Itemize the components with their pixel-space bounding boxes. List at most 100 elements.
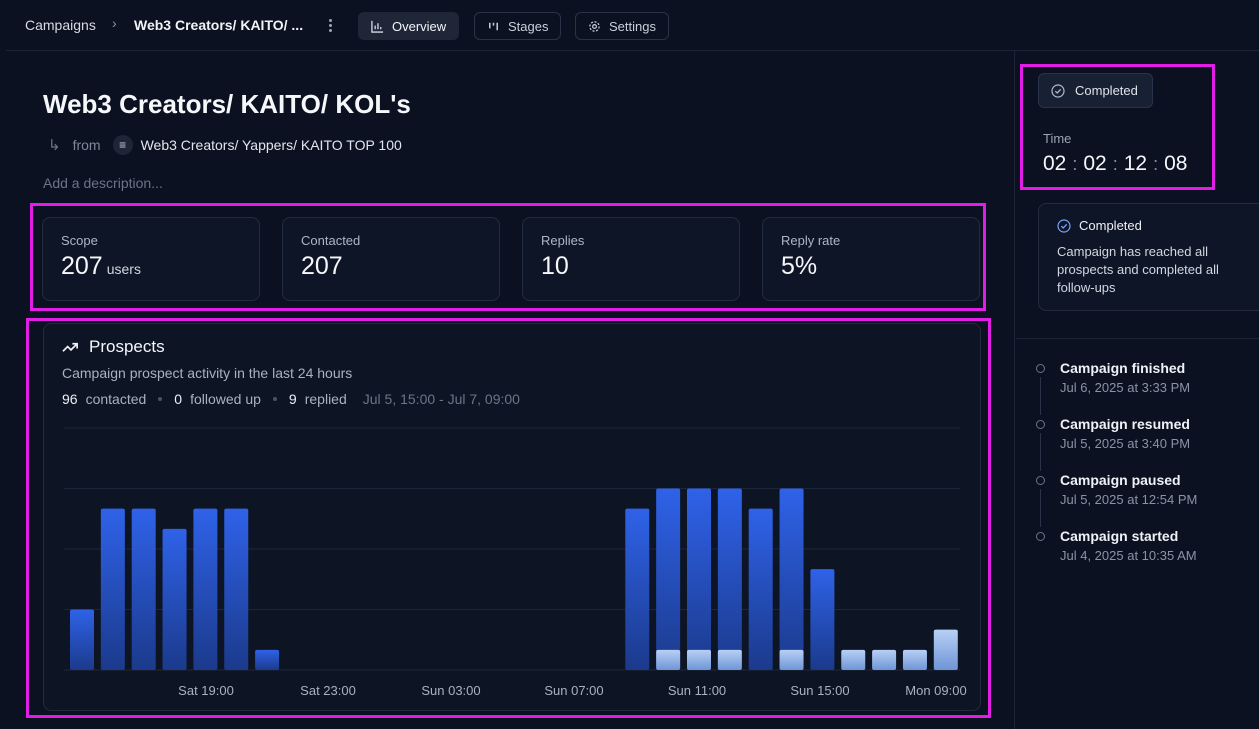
tab-overview-label: Overview [392,18,447,34]
prospects-chart: Sat 19:00 Sat 23:00 Sun 03:00 Sun 07:00 Sun … [64,427,967,698]
from-label: from [72,137,101,153]
stat-value: 207 users [61,252,241,281]
tab-overview[interactable]: Overview [358,12,460,40]
timeline-item: Campaign finished Jul 6, 2025 at 3:33 PM [1036,360,1197,416]
timeline-connector [1040,377,1041,415]
x-tick-label: Sun 07:00 [544,683,603,698]
bar-contacted[interactable] [779,488,804,671]
followed-label: followed up [190,391,261,407]
date-range: Jul 5, 15:00 - Jul 7, 09:00 [362,391,520,407]
more-options-icon[interactable] [324,15,336,35]
bar-contacted[interactable] [162,528,187,670]
return-arrow-icon: ↳ [48,137,61,154]
prospects-header: Prospects [62,337,165,357]
activity-timeline: Campaign finished Jul 6, 2025 at 3:33 PM… [1036,360,1197,584]
timeline-connector [1040,489,1041,527]
bar-contacted[interactable] [193,508,218,670]
bar-contacted[interactable] [717,488,742,671]
timeline-item: Campaign started Jul 4, 2025 at 10:35 AM [1036,528,1197,584]
timeline-time: Jul 5, 2025 at 12:54 PM [1060,492,1198,507]
timeline-dot-icon [1036,420,1045,429]
timeline-item: Campaign resumed Jul 5, 2025 at 3:40 PM [1036,416,1197,472]
bar-replied[interactable] [779,649,804,670]
top-bar: Campaigns › Web3 Creators/ KAITO/ ... Ov… [6,0,1259,51]
stat-unit: users [106,261,141,277]
timeline-title: Campaign finished [1060,360,1186,376]
source-row: ↳ from ≡ Web3 Creators/ Yappers/ KAITO T… [48,135,402,155]
timeline-title: Campaign started [1060,528,1179,544]
contacted-label: contacted [85,391,147,407]
tab-stages[interactable]: Stages [474,12,562,40]
timer-days: 02 [1043,152,1067,175]
bar-contacted[interactable] [70,609,94,671]
timeline-time: Jul 4, 2025 at 10:35 AM [1060,548,1197,563]
separator-dot [272,397,277,401]
stats-row: Scope 207 users Contacted 207 Replies 10 … [42,217,980,301]
bar-contacted[interactable] [255,649,280,670]
status-badge-label: Completed [1075,83,1138,98]
prospects-card: Prospects Campaign prospect activity in … [43,323,981,711]
bar-contacted[interactable] [656,488,681,671]
stat-label: Replies [541,233,585,248]
bar-replied[interactable] [717,649,742,670]
bar-chart-icon [371,20,384,33]
timeline-dot-icon [1036,476,1045,485]
bar-contacted[interactable] [100,508,125,670]
stat-card-reply-rate: Reply rate 5% [762,217,980,301]
breadcrumb-current[interactable]: Web3 Creators/ KAITO/ ... [134,17,304,33]
campaign-title[interactable]: Web3 Creators/ KAITO/ KOL's [43,89,411,119]
source-list-link[interactable]: Web3 Creators/ Yappers/ KAITO TOP 100 [140,137,402,153]
timer-minutes: 12 [1123,152,1148,175]
timeline-time: Jul 5, 2025 at 3:40 PM [1060,436,1191,451]
bar-replied[interactable] [841,649,866,670]
check-circle-icon [1057,218,1071,233]
bar-contacted[interactable] [687,488,711,671]
followed-count: 0 [174,391,183,407]
x-tick-label: Sun 11:00 [668,683,726,698]
breadcrumb-campaigns[interactable]: Campaigns [25,17,96,33]
bar-contacted[interactable] [748,508,773,670]
stat-label: Reply rate [781,233,841,248]
prospects-summary: 96 contacted 0 followed up 9 replied Jul… [62,391,520,407]
prospects-subtitle: Campaign prospect activity in the last 2… [62,365,353,381]
contacted-count: 96 [62,391,78,407]
bar-replied[interactable] [872,649,897,670]
x-tick-label: Sat 19:00 [178,683,234,698]
check-circle-icon [1051,83,1065,98]
timeline-time: Jul 6, 2025 at 3:33 PM [1060,380,1191,395]
separator-dot [158,397,163,401]
stat-card-replies: Replies 10 [522,217,740,301]
stat-value: 10 [541,252,569,280]
bar-replied[interactable] [656,649,681,670]
timer-colon: : [1112,153,1118,174]
stat-card-contacted: Contacted 207 [282,217,500,301]
timer-hours: 02 [1083,152,1107,175]
x-tick-label: Sun 03:00 [421,683,480,698]
description-field[interactable]: Add a description... [43,175,163,191]
stat-number: 207 [61,252,103,280]
bar-contacted[interactable] [810,569,835,670]
bar-contacted[interactable] [224,508,249,670]
status-badge[interactable]: Completed [1038,73,1153,108]
completed-card: Completed Campaign has reached all prosp… [1038,203,1259,311]
bar-replied[interactable] [902,649,927,670]
bar-replied[interactable] [933,629,958,670]
timeline-dot-icon [1036,532,1045,541]
bar-contacted[interactable] [625,508,650,670]
breadcrumb-separator-icon: › [112,15,117,31]
stat-value: 207 [301,252,343,280]
bar-contacted[interactable] [131,508,156,670]
stat-value: 5% [781,252,818,280]
stat-label: Contacted [301,233,361,248]
tab-settings[interactable]: Settings [575,12,669,40]
bar-replied[interactable] [687,649,711,670]
stages-icon [489,22,498,30]
timeline-dot-icon [1036,364,1045,373]
chart-bars [70,488,958,671]
timeline-title: Campaign resumed [1060,416,1190,432]
chart-x-axis: Sat 19:00 Sat 23:00 Sun 03:00 Sun 07:00 Sun … [178,683,967,698]
replied-label: replied [304,391,347,407]
completed-card-header: Completed [1057,218,1259,233]
time-label: Time [1043,131,1072,146]
main-panel: Web3 Creators/ KAITO/ KOL's ↳ from ≡ Web… [6,51,1015,729]
